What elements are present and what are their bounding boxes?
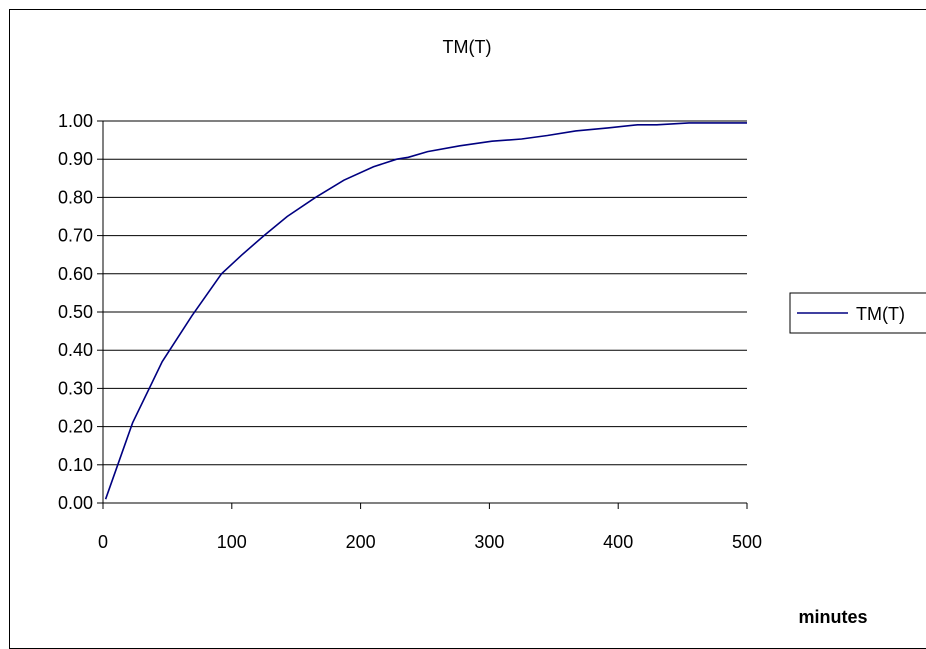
x-tick-label: 400 (603, 532, 633, 552)
axes (102, 121, 747, 504)
x-tick-label: 500 (732, 532, 762, 552)
legend: TM(T) (789, 292, 926, 334)
y-tick-label: 0.50 (58, 302, 93, 322)
y-tick-label: 0.20 (58, 417, 93, 437)
y-tick-label: 0.00 (58, 493, 93, 513)
x-axis-label: minutes (798, 607, 867, 627)
y-tick-label: 0.80 (58, 187, 93, 207)
y-tick-label: 0.70 (58, 226, 93, 246)
y-tick-label: 0.60 (58, 264, 93, 284)
series-lines (104, 122, 747, 500)
series-line (104, 122, 747, 500)
y-tick-label: 0.10 (58, 455, 93, 475)
chart-title: TM(T) (443, 37, 492, 57)
gridlines (97, 120, 748, 509)
y-tick-label: 0.40 (58, 340, 93, 360)
line-chart: TM(T) 0.000.100.200.300.400.500.600.700.… (58, 37, 926, 627)
legend-label: TM(T) (856, 304, 905, 324)
y-tick-labels: 0.00 0.10 0.20 0.30 0.40 0.50 0.60 0.70 0.80 0.90… (58, 111, 93, 513)
y-tick-label: 0.90 (58, 149, 93, 169)
x-tick-label: 200 (346, 532, 376, 552)
x-tick-label: 0 (98, 532, 108, 552)
x-tick-labels: 0 100 200 300 400 500 (98, 532, 762, 552)
x-tick-label: 300 (474, 532, 504, 552)
y-tick-label: 0.30 (58, 378, 93, 398)
y-tick-label: 1.00 (58, 111, 93, 131)
x-tick-label: 100 (217, 532, 247, 552)
